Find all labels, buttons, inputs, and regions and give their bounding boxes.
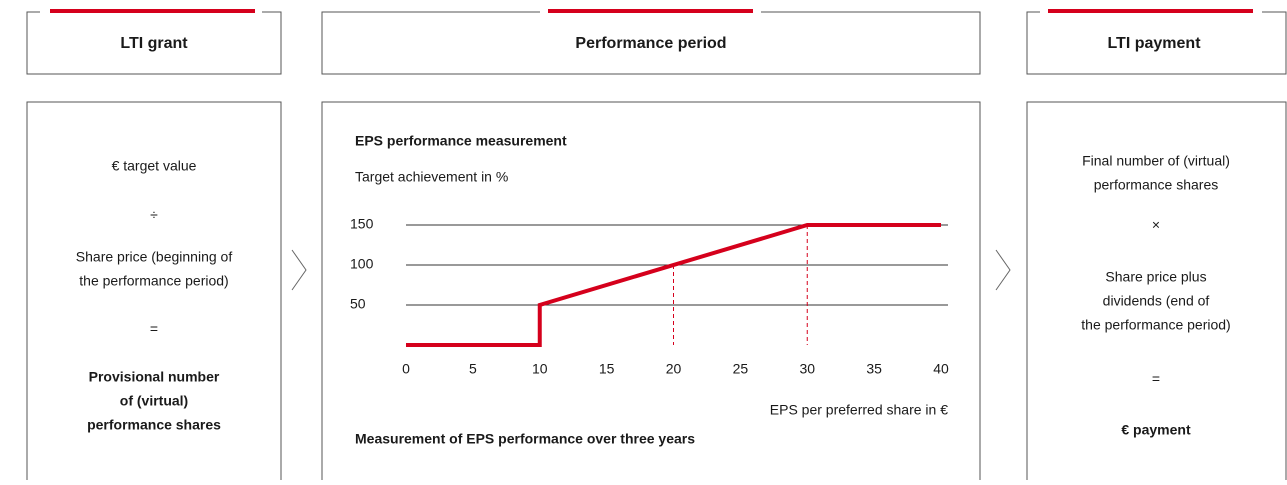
chevron <box>291 249 307 291</box>
y-tick-label: 150 <box>350 216 374 232</box>
period-header-box <box>321 11 981 75</box>
column-text: ÷ <box>150 207 158 223</box>
grant-title: LTI grant <box>120 35 188 52</box>
column-text: the performance period) <box>79 273 228 289</box>
accent-bar <box>50 9 255 13</box>
column-text: of (virtual) <box>120 393 188 409</box>
chevron <box>995 249 1011 291</box>
x-tick-label: 40 <box>933 361 949 377</box>
column-text: € payment <box>1121 422 1191 438</box>
accent-bar <box>1048 9 1253 13</box>
y-tick-label: 100 <box>350 256 374 272</box>
column-text: dividends (end of <box>1103 293 1210 309</box>
chart-title: EPS performance measurement <box>355 133 567 149</box>
accent-bar <box>548 9 753 13</box>
x-tick-label: 0 <box>402 361 410 377</box>
column-text: Final number of (virtual) <box>1082 153 1230 169</box>
x-tick-label: 10 <box>532 361 548 377</box>
chart-caption: Measurement of EPS performance over thre… <box>355 431 695 447</box>
column-text: = <box>1152 371 1160 387</box>
x-tick-label: 20 <box>666 361 682 377</box>
column-text: performance shares <box>1094 177 1219 193</box>
grant-box <box>26 101 282 481</box>
payment-title: LTI payment <box>1107 35 1201 52</box>
payment-header-box <box>1026 11 1287 75</box>
x-tick-label: 25 <box>733 361 749 377</box>
y-tick-label: 50 <box>350 296 366 312</box>
x-axis-label: EPS per preferred share in € <box>770 402 948 418</box>
x-tick-label: 30 <box>799 361 815 377</box>
column-text: the performance period) <box>1081 317 1230 333</box>
y-axis-label: Target achievement in % <box>355 169 508 185</box>
period-box <box>321 101 981 481</box>
column-text: Provisional number <box>89 369 220 385</box>
grant-header-box <box>26 11 282 75</box>
column-text: × <box>1152 217 1160 233</box>
column-text: Share price (beginning of <box>76 249 233 265</box>
x-tick-label: 5 <box>469 361 477 377</box>
column-text: € target value <box>112 158 197 174</box>
data-line <box>406 223 941 347</box>
x-tick-label: 15 <box>599 361 615 377</box>
column-text: performance shares <box>87 417 221 433</box>
column-text: = <box>150 321 158 337</box>
column-text: Share price plus <box>1105 269 1206 285</box>
period-title: Performance period <box>575 35 726 52</box>
x-tick-label: 35 <box>866 361 882 377</box>
payment-box <box>1026 101 1287 481</box>
